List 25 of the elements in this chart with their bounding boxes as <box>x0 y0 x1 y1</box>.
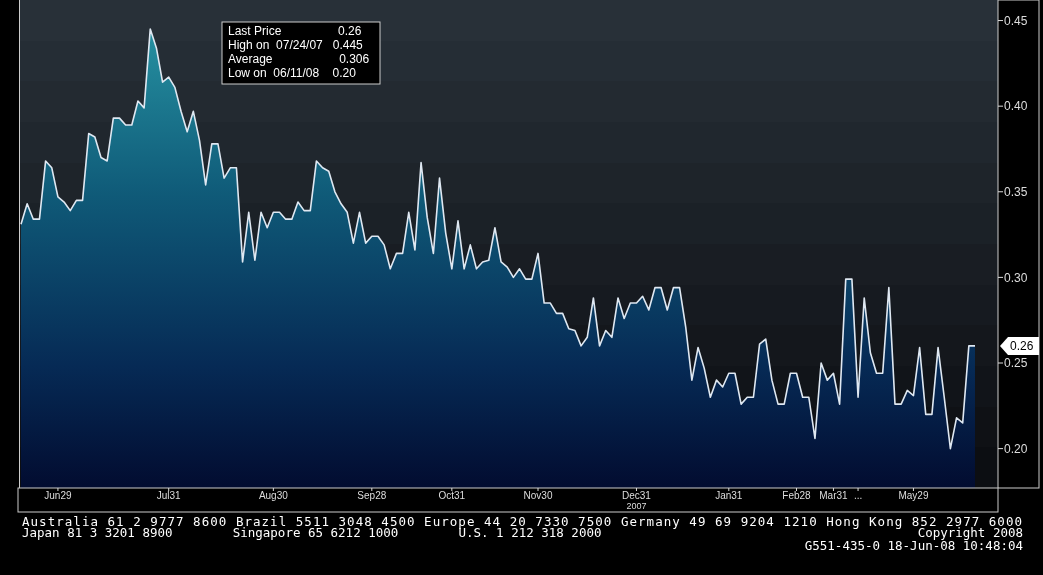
x-tick-label: Sep28 <box>357 490 387 501</box>
text: G551-435-0 18-Jun-08 10:48:04 <box>804 538 1023 553</box>
x-tick-label: May29 <box>898 490 929 501</box>
y-tick-label: 0.30 <box>1004 270 1028 285</box>
annotation: Last Price 0.26 <box>228 24 362 38</box>
y-tick-label: 0.45 <box>1004 13 1028 28</box>
x-tick-label: Jun29 <box>44 490 72 501</box>
x-tick-label: ... <box>853 490 863 501</box>
y-tick-label: 0.40 <box>1004 99 1028 114</box>
y-tick-label: 0.35 <box>1004 184 1028 199</box>
x-tick-label: Jul31 <box>156 490 182 501</box>
x-tick-label: Dec31 2007 <box>622 490 652 511</box>
x-tick-label: Feb28 <box>782 490 812 501</box>
text: Copyright 2008 <box>917 525 1023 540</box>
y-tick-label: 0.20 <box>1004 441 1028 456</box>
price-tag: 0.26 <box>1000 336 1039 355</box>
y-tick-label: 0.25 <box>1004 356 1028 371</box>
x-tick-label: Jan31 <box>715 490 743 501</box>
x-tick-label: Aug30 <box>258 490 289 501</box>
annotation: Low on 06/11/08 0.20 <box>228 66 357 80</box>
x-tick-label: Mar31 <box>819 490 849 501</box>
x-tick-label: Nov30 <box>523 490 553 501</box>
x-tick-label: Oct31 <box>438 490 466 501</box>
annotation: Average 0.306 <box>228 52 370 66</box>
annotation: High on 07/24/07 0.445 <box>228 38 364 52</box>
